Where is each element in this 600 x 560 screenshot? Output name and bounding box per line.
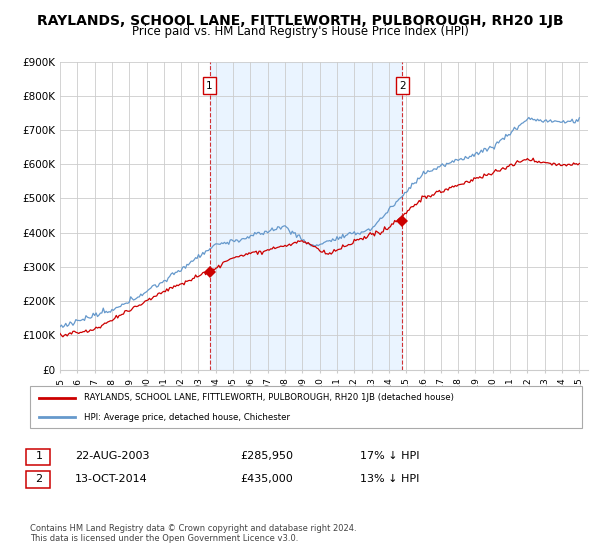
Text: Price paid vs. HM Land Registry's House Price Index (HPI): Price paid vs. HM Land Registry's House … xyxy=(131,25,469,38)
Text: HPI: Average price, detached house, Chichester: HPI: Average price, detached house, Chic… xyxy=(84,413,290,422)
Text: RAYLANDS, SCHOOL LANE, FITTLEWORTH, PULBOROUGH, RH20 1JB: RAYLANDS, SCHOOL LANE, FITTLEWORTH, PULB… xyxy=(37,14,563,28)
Text: 17% ↓ HPI: 17% ↓ HPI xyxy=(360,451,419,461)
Text: 1: 1 xyxy=(35,451,43,461)
Text: £435,000: £435,000 xyxy=(240,474,293,484)
Text: 13% ↓ HPI: 13% ↓ HPI xyxy=(360,474,419,484)
Text: 22-AUG-2003: 22-AUG-2003 xyxy=(75,451,149,461)
Text: 13-OCT-2014: 13-OCT-2014 xyxy=(75,474,148,484)
Text: £285,950: £285,950 xyxy=(240,451,293,461)
Text: RAYLANDS, SCHOOL LANE, FITTLEWORTH, PULBOROUGH, RH20 1JB (detached house): RAYLANDS, SCHOOL LANE, FITTLEWORTH, PULB… xyxy=(84,393,454,402)
Text: 1: 1 xyxy=(206,81,213,91)
Text: 2: 2 xyxy=(399,81,406,91)
Text: 2: 2 xyxy=(35,474,43,484)
Text: Contains HM Land Registry data © Crown copyright and database right 2024.
This d: Contains HM Land Registry data © Crown c… xyxy=(30,524,356,543)
